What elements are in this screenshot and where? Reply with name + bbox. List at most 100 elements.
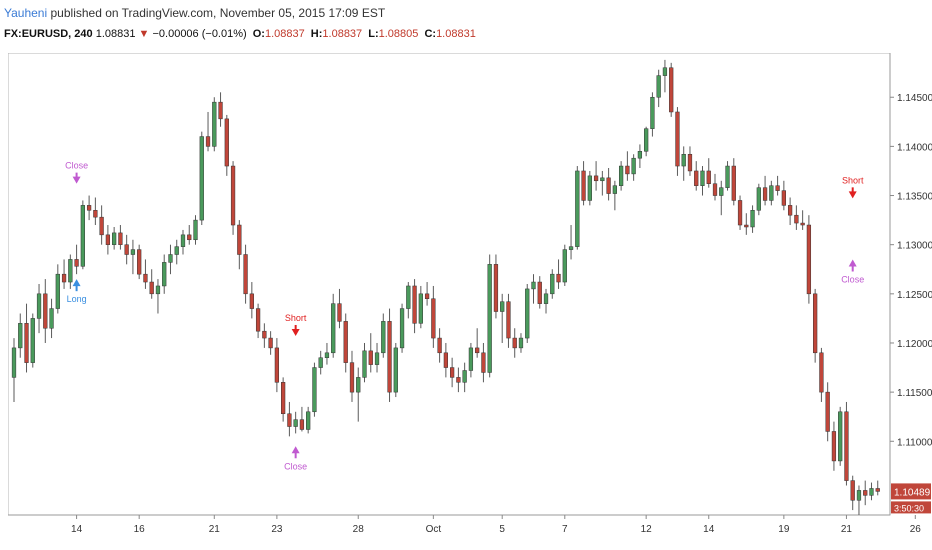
candle-body (612, 185, 617, 194)
x-tick-label: Oct (426, 524, 442, 535)
candle (500, 293, 505, 343)
candle-body (825, 391, 830, 432)
candle-body (381, 321, 386, 354)
signal-label: Close (284, 461, 307, 471)
candle-body (593, 175, 599, 182)
candle (24, 303, 29, 373)
candle (675, 107, 680, 176)
candle (612, 180, 617, 211)
candle (374, 342, 380, 373)
candle-body (374, 352, 380, 365)
candle (218, 92, 223, 127)
symbol-name[interactable]: FX:EURUSD, 240 (4, 28, 93, 40)
y-tick-label: 1.12000 (897, 339, 932, 350)
arrow-down-icon (291, 328, 300, 336)
author-link[interactable]: Yauheni (4, 6, 48, 20)
candle (187, 225, 192, 245)
candle (737, 195, 743, 230)
candle (794, 205, 799, 230)
candle-body (650, 96, 655, 129)
candle (49, 298, 54, 339)
candle (118, 225, 123, 250)
candle-body (456, 377, 461, 383)
candle-body (343, 321, 348, 363)
candle (518, 333, 524, 353)
arrow-up-icon (291, 446, 300, 454)
candle-body (262, 330, 267, 339)
price-axis[interactable]: 1.14500 1.14000 1.13500 1.13000 1.12500 1.120… (890, 93, 932, 448)
candle-body (719, 187, 724, 196)
candle (450, 357, 455, 388)
candle (237, 220, 242, 270)
candle-body (725, 165, 730, 188)
candle-body (794, 214, 799, 224)
x-tick-label: 14 (703, 524, 715, 535)
candle (819, 347, 824, 402)
x-tick-label: 21 (841, 524, 853, 535)
candle-body (662, 67, 668, 76)
candle-body (312, 367, 317, 413)
candle (343, 313, 348, 373)
x-tick-label: 14 (71, 524, 83, 535)
candle-body (600, 177, 605, 182)
chart-area[interactable]: 1.14500 1.14000 1.13500 1.13000 1.12500 1.120… (7, 52, 932, 544)
high-value: 1.08837 (322, 28, 363, 40)
candle-body (112, 232, 117, 245)
candle-body (869, 488, 874, 496)
candle (112, 226, 117, 250)
candle-body (80, 205, 85, 267)
candle (806, 215, 812, 304)
candle-body (406, 285, 411, 309)
candle-body (875, 488, 880, 492)
candle (656, 69, 661, 108)
candle-body (205, 136, 211, 147)
candle-body (731, 165, 736, 201)
chart-header: Yauheni published on TradingView.com, No… (0, 0, 932, 50)
last-price: 1.08831 (95, 28, 136, 40)
candle (831, 421, 837, 471)
candle (669, 62, 674, 117)
signal-marker: Close (284, 446, 307, 471)
candlestick-chart[interactable]: 1.14500 1.14000 1.13500 1.13000 1.12500 1.120… (7, 52, 932, 544)
candle (306, 406, 311, 434)
signal-label: Close (65, 161, 88, 171)
published-text: published on TradingView.com, November 0… (50, 6, 386, 20)
arrow-down-icon (72, 176, 81, 184)
candle (681, 146, 686, 181)
candle-body (687, 153, 693, 172)
candle-body (274, 347, 280, 383)
candle (706, 158, 711, 188)
candle-body (43, 293, 48, 329)
x-tick-label: 19 (778, 524, 790, 535)
candle (581, 161, 586, 206)
x-tick-label: 23 (271, 524, 283, 535)
candle-body (180, 234, 186, 247)
candle (399, 303, 405, 353)
candle-body (681, 153, 686, 167)
candle (825, 382, 830, 442)
candle (869, 482, 874, 501)
candle-body (669, 67, 674, 113)
y-tick-label: 1.14500 (897, 93, 932, 104)
candle (318, 350, 323, 375)
candle-body (324, 352, 330, 358)
candle-body (306, 411, 311, 430)
candle (18, 313, 23, 358)
last-price-tag (891, 483, 931, 500)
time-axis[interactable]: 14 16 21 23 28 Oct 5 7 12 14 19 21 26 (71, 515, 921, 535)
candle (687, 146, 693, 176)
candle-body (36, 293, 42, 319)
candle-body (162, 262, 167, 287)
signal-label: Long (67, 294, 87, 304)
candle-body (424, 293, 430, 299)
signals: Close Long Short Close Short Close (65, 161, 864, 472)
candle-body (462, 370, 467, 383)
x-tick-label: 26 (910, 524, 922, 535)
y-tick-label: 1.13000 (897, 241, 932, 252)
candle (299, 406, 305, 432)
y-tick-label: 1.14000 (897, 142, 932, 153)
low-value: 1.08805 (378, 28, 419, 40)
x-tick-label: 7 (562, 524, 568, 535)
arrow-up-icon (848, 259, 857, 267)
candle (162, 254, 167, 294)
